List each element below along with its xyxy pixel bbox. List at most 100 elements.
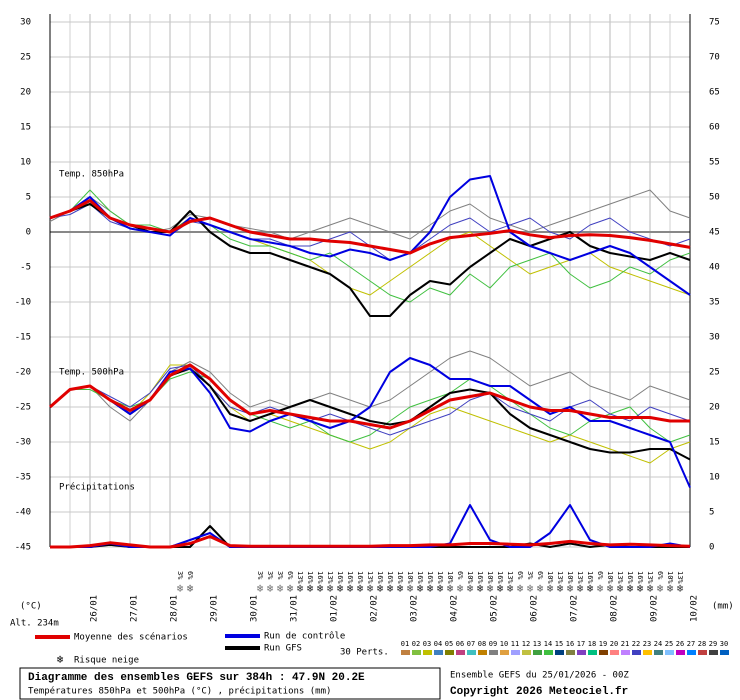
y-tick-label: -35: [15, 473, 31, 483]
y-tick-label: -40: [15, 508, 31, 518]
perturbation-number: 23: [643, 640, 651, 648]
snowflake: ❄: [537, 582, 544, 595]
legend-swatch: [687, 650, 696, 655]
x-tick-label: 05/02: [490, 595, 500, 622]
perturbation-number: 05: [445, 640, 453, 648]
snowflake: ❄: [367, 582, 374, 595]
perturbation-number: 27: [687, 640, 695, 648]
perturbation-number: 30: [720, 640, 728, 648]
legend-label: Risque neige: [74, 656, 139, 666]
snow-risk-label: 10%: [406, 571, 414, 584]
snowflake: ❄: [487, 582, 494, 595]
perturbation-number: 09: [489, 640, 497, 648]
snow-risk-label: 16%: [356, 571, 364, 584]
snowflake: ❄: [497, 582, 504, 595]
legend-swatch: [522, 650, 531, 655]
y2-tick-label: 60: [709, 123, 720, 133]
snowflake: ❄: [577, 582, 584, 595]
snow-risk-label: 13%: [646, 571, 654, 584]
snowflake: ❄: [347, 582, 354, 595]
legend-swatch: [654, 650, 663, 655]
snowflake: ❄: [317, 582, 324, 595]
snowflake: ❄: [307, 582, 314, 595]
legend-swatch: [588, 650, 597, 655]
snowflake: ❄: [177, 582, 184, 595]
x-tick-label: 09/02: [650, 595, 660, 622]
perturbation-number: 12: [522, 640, 530, 648]
legend-swatch: [467, 650, 476, 655]
legend-swatch: [577, 650, 586, 655]
snow-risk-label: 6%: [536, 571, 544, 580]
y-tick-label: -30: [15, 438, 31, 448]
snow-risk-label: 16%: [476, 571, 484, 584]
legend-swatch: [456, 650, 465, 655]
snow-risk-label: 13%: [556, 571, 564, 584]
snow-risk-label: 10%: [546, 571, 554, 584]
legend-swatch: [566, 650, 575, 655]
perturbation-number: 28: [698, 640, 706, 648]
perturbation-number: 16: [566, 640, 574, 648]
x-tick-label: 02/02: [370, 595, 380, 622]
y2-tick-label: 55: [709, 158, 720, 168]
snow-risk-label: 13%: [296, 571, 304, 584]
snowflake: ❄: [667, 582, 674, 595]
snowflake: ❄: [637, 582, 644, 595]
series-line: [49, 364, 691, 464]
annotation: Temp. 500hPa: [59, 368, 124, 378]
snow-risk-label: 13%: [326, 571, 334, 584]
y2-tick-label: 75: [709, 18, 720, 28]
annotation: Temp. 850hPa: [59, 170, 124, 180]
y-tick-label: -5: [20, 263, 31, 273]
snowflake: ❄: [617, 582, 624, 595]
perturbation-number: 18: [588, 640, 596, 648]
legend-swatch: [423, 650, 432, 655]
perturbation-number: 20: [610, 640, 618, 648]
y2-tick-label: 20: [709, 403, 720, 413]
snow-risk-label: 16%: [636, 571, 644, 584]
y-axis-label: (°C): [20, 602, 42, 612]
x-tick-label: 06/02: [530, 595, 540, 622]
x-tick-label: 30/01: [250, 595, 260, 622]
legend-swatch: [610, 650, 619, 655]
legend-swatch: [676, 650, 685, 655]
footer-box: [19, 667, 441, 700]
snow-risk-label: 10%: [486, 571, 494, 584]
x-tick-label: 10/02: [690, 595, 700, 622]
lines: [49, 175, 691, 549]
snowflake: ❄: [297, 582, 304, 595]
y-tick-label: 20: [20, 88, 31, 98]
y-tick-label: -45: [15, 543, 31, 553]
series-line: [49, 199, 691, 255]
y-tick-label: 25: [20, 53, 31, 63]
x-tick-label: 08/02: [610, 595, 620, 622]
series-line: [49, 175, 691, 296]
snow-risk-label: 16%: [346, 571, 354, 584]
snowflake: ❄: [377, 582, 384, 595]
y-tick-label: 5: [26, 193, 31, 203]
perturbation-number: 25: [665, 640, 673, 648]
perturbation-number: 29: [709, 640, 717, 648]
perturbation-number: 08: [478, 640, 486, 648]
snowflake: ❄: [517, 582, 524, 595]
snowflake: ❄: [257, 582, 264, 595]
snowflake: ❄: [527, 582, 534, 595]
copyright: Copyright 2026 Meteociel.fr: [450, 686, 628, 698]
snow-risk-label: 16%: [436, 571, 444, 584]
legend-swatch: [632, 650, 641, 655]
perturbation-number: 19: [599, 640, 607, 648]
y2-tick-label: 45: [709, 228, 720, 238]
snow-risk-label: 16%: [626, 571, 634, 584]
perturbation-number: 02: [412, 640, 420, 648]
y2-axis-label: (mm): [712, 602, 734, 612]
legend-swatch: [643, 650, 652, 655]
series-line: [49, 364, 691, 436]
y2-tick-label: 65: [709, 88, 720, 98]
legend-swatch: [511, 650, 520, 655]
snowflake: ❄: [437, 582, 444, 595]
snow-risk-label: 16%: [316, 571, 324, 584]
x-tick-label: 04/02: [450, 595, 460, 622]
series-line: [49, 203, 691, 317]
snowflake: ❄: [507, 582, 514, 595]
y-tick-label: -15: [15, 333, 31, 343]
